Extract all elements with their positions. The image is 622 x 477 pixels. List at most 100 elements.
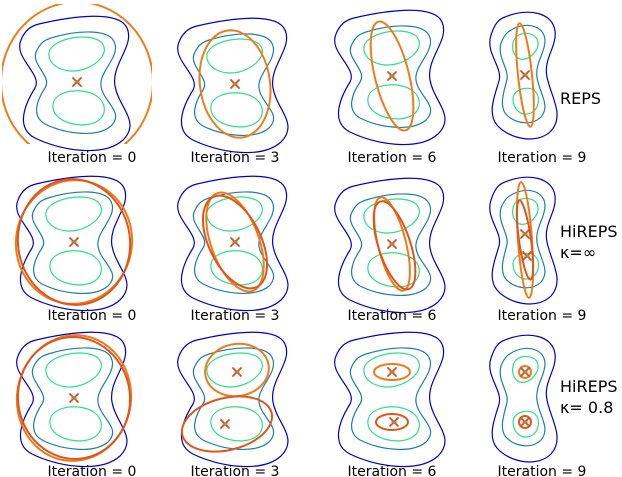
contour-outer [489,334,558,463]
contour-outer [334,177,446,314]
contour-inner-lower [210,406,263,442]
contour-inner-upper [48,36,105,72]
panel-reps-iter-0 [2,4,152,152]
contour-inner-lower [210,92,263,128]
policy-ellipse-2 [515,199,535,281]
mean-marker-upper [387,367,397,377]
panel-hireps-08-iter-6 [334,331,446,468]
mean-marker-upper [232,367,242,377]
contour-outer [334,331,446,468]
mean-marker-lower [389,417,399,427]
mean-marker [72,77,82,87]
contour-inner-lower [49,250,102,286]
mean-marker-upper [520,229,530,239]
method-label-reps: REPS [560,89,601,108]
contour-outer [489,176,558,305]
method-label-line: κ=∞ [560,243,596,262]
mean-marker [230,79,240,89]
mean-marker [69,237,79,247]
mean-marker [230,237,240,247]
mean-marker-lower [520,417,530,427]
contour-mid [31,191,114,294]
contour-inner-lower [49,406,102,442]
method-label-line: REPS [560,89,601,108]
contour-mid [192,33,275,136]
contour-lines-narrow [489,11,558,140]
policy-ellipse-lower [518,415,532,429]
contour-lines [334,9,446,146]
panel-reps-iter-3 [177,17,289,154]
policy-ellipse [515,22,535,128]
contour-inner-lower [52,90,105,126]
contour-outer [16,331,128,468]
contour-mid [192,347,275,450]
row-hireps-kappa-inf: HiREPS κ=∞ Iteration = 0 Iteration = 3 I… [14,175,622,324]
policy-ellipse [369,20,415,132]
contour-mid [31,347,114,450]
panel-hireps-inf-iter-3 [177,175,289,312]
contour-inner-lower [210,250,263,286]
contour-lines [334,331,446,468]
method-label-line: κ= 0.8 [560,398,613,417]
caption-reps-iter-9: Iteration = 9 [498,150,587,166]
contour-mid [34,31,117,134]
mean-marker [387,239,397,249]
policy-ellipse [198,29,272,139]
contour-outer [177,175,289,312]
caption-hireps-inf-iter-0: Iteration = 0 [48,308,137,324]
contour-outer [177,331,289,468]
panel-reps-iter-9 [489,11,558,140]
caption-reps-iter-0: Iteration = 0 [48,150,137,166]
mean-marker [69,393,79,403]
contour-lines-narrow [489,334,558,463]
policy-ellipse-upper [373,363,411,381]
contour-inner-lower [367,84,420,120]
contour-inner-upper [206,352,263,388]
caption-hireps-inf-iter-6: Iteration = 6 [348,308,437,324]
contour-inner-lower [512,87,540,115]
policy-ellipse-2 [16,178,132,306]
contour-mid [499,189,546,289]
contour-outer [19,15,131,152]
method-label-hireps-inf: HiREPS κ=∞ [560,222,622,262]
contour-inner-lower [512,410,540,438]
panel-reps-iter-6 [334,9,446,146]
contour-inner-upper [45,196,102,232]
contour-lines [16,331,128,468]
method-label-line: HiREPS [560,222,618,241]
caption-reps-iter-6: Iteration = 6 [348,150,437,166]
contour-mid [349,193,432,296]
contour-inner-lower [367,252,420,288]
panel-hireps-inf-iter-6 [334,177,446,314]
mean-marker-lower [220,419,230,429]
caption-hireps-08-iter-6: Iteration = 6 [348,464,437,477]
contour-inner-upper [363,30,420,66]
panel-hireps-08-iter-0 [15,331,133,468]
caption-hireps-inf-iter-9: Iteration = 9 [498,308,587,324]
contour-mid [192,191,275,294]
row-hireps-kappa-08: HiREPS κ= 0.8 Iteration = 0 Iteration = … [15,331,622,477]
contour-outer [16,175,128,312]
caption-reps-iter-3: Iteration = 3 [191,150,280,166]
method-label-line: HiREPS [560,377,618,396]
panel-hireps-inf-iter-0 [14,175,134,312]
contour-lines [177,175,289,312]
contour-inner-upper [206,38,263,74]
policy-ellipse-lower [375,413,409,431]
policy-ellipse-2 [16,336,132,460]
mean-marker [520,70,530,80]
contour-outer [489,11,558,140]
contour-inner-lower [367,406,420,442]
caption-hireps-08-iter-0: Iteration = 0 [48,464,137,477]
policy-ellipse-1 [515,181,535,299]
panel-hireps-inf-iter-9 [489,176,558,305]
mean-marker-upper [520,367,530,377]
row-reps: REPS Iteration = 0 Iteration = 3 Iterati… [2,4,601,166]
mean-marker-lower [522,251,532,261]
contour-mid [349,25,432,128]
contour-inner-upper [363,352,420,388]
contour-lines [19,15,131,152]
contour-inner-upper [206,196,263,232]
method-label-hireps-08: HiREPS κ= 0.8 [560,377,622,417]
